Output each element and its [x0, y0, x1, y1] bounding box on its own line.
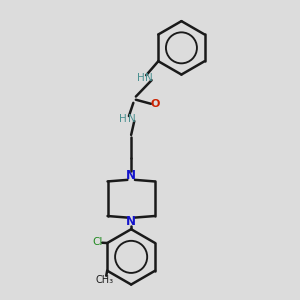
Text: CH₃: CH₃	[96, 274, 114, 284]
Text: H: H	[119, 114, 127, 124]
Text: Cl: Cl	[92, 237, 102, 248]
Text: H: H	[137, 73, 144, 83]
Text: N: N	[128, 114, 136, 124]
Text: O: O	[150, 99, 159, 110]
Text: N: N	[146, 73, 153, 83]
Text: N: N	[126, 169, 136, 182]
Text: N: N	[126, 215, 136, 228]
